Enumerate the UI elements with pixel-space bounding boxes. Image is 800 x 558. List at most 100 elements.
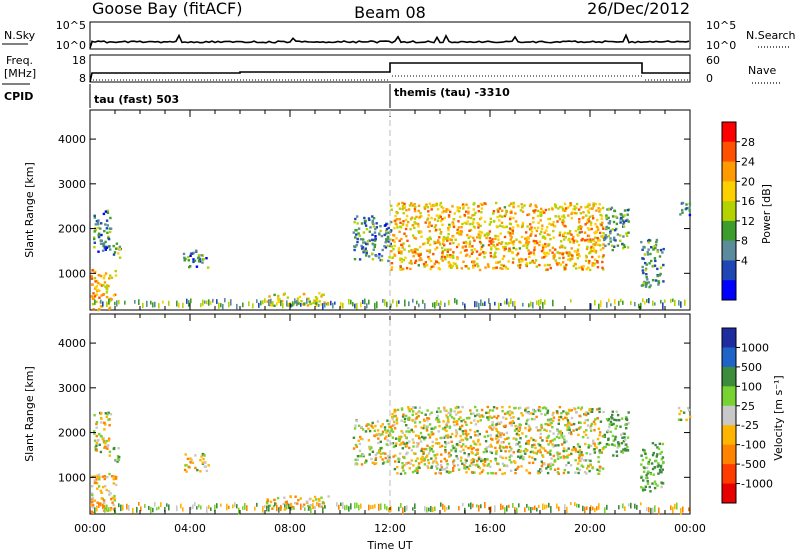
echo-cell: [530, 507, 532, 513]
echo-cell: [315, 498, 318, 501]
echo-cell: [452, 251, 455, 254]
echo-cell: [552, 236, 555, 239]
echo-cell: [661, 251, 664, 254]
echo-cell: [544, 504, 546, 510]
echo-cell: [424, 436, 427, 439]
echo-cell: [400, 243, 404, 247]
echo-cell: [148, 505, 150, 511]
echo-cell: [117, 252, 120, 255]
echo-cell: [596, 468, 599, 471]
echo-cell: [414, 418, 417, 421]
echo-cell: [607, 207, 611, 211]
echo-cell: [654, 482, 657, 486]
echo-cell: [190, 458, 193, 462]
echo-cell: [201, 261, 204, 264]
echo-cell: [480, 470, 484, 474]
echo-cell: [562, 449, 565, 453]
echo-cell: [405, 441, 409, 445]
echo-cell: [596, 218, 599, 222]
echo-cell: [464, 254, 468, 257]
echo-cell: [479, 202, 483, 206]
echo-cell: [436, 463, 439, 466]
echo-cell: [594, 222, 597, 226]
echo-cell: [444, 445, 447, 449]
echo-cell: [490, 506, 492, 513]
echo-cell: [441, 436, 444, 439]
echo-region: [390, 201, 605, 272]
echo-cell: [360, 425, 363, 429]
echo-cell: [303, 302, 306, 305]
echo-cell: [395, 237, 398, 240]
echo-cell: [446, 248, 450, 251]
echo-cell: [468, 245, 471, 248]
echo-cell: [472, 264, 475, 267]
echo-cell: [416, 471, 419, 475]
echo-cell: [570, 502, 572, 506]
echo-cell: [390, 506, 392, 512]
echo-cell: [504, 266, 508, 270]
echo-cell: [202, 458, 205, 461]
echo-cell: [543, 428, 546, 431]
echo-cell: [409, 218, 413, 221]
echo-cell: [98, 289, 101, 292]
echo-cell: [464, 445, 467, 448]
echo-cell: [594, 202, 597, 206]
echo-cell: [430, 506, 432, 512]
echo-cell: [495, 437, 498, 440]
echo-cell: [565, 440, 568, 443]
echo-cell: [540, 299, 542, 305]
echo-cell: [525, 231, 528, 234]
echo-cell: [549, 421, 552, 425]
echo-cell: [556, 503, 558, 509]
echo-cell: [413, 236, 416, 239]
echo-cell: [520, 203, 523, 206]
echo-cell: [654, 279, 658, 282]
echo-cell: [405, 235, 408, 238]
echo-cell: [315, 297, 319, 300]
echo-cell: [476, 262, 479, 266]
echo-cell: [616, 244, 620, 247]
echo-cell: [524, 426, 527, 430]
echo-cell: [478, 466, 481, 470]
echo-cell: [464, 467, 467, 470]
echo-cell: [536, 226, 540, 229]
echo-cell: [427, 239, 430, 242]
echo-cell: [478, 443, 482, 446]
echo-cell: [657, 283, 660, 286]
echo-cell: [502, 416, 505, 419]
echo-cell: [654, 246, 657, 250]
echo-cell: [389, 238, 392, 241]
echo-cell: [585, 259, 588, 263]
echo-cell: [646, 507, 648, 512]
echo-cell: [522, 455, 525, 459]
echo-cell: [515, 432, 519, 436]
echo-cell: [572, 239, 575, 242]
echo-cell: [458, 427, 461, 431]
echo-cell: [579, 227, 583, 230]
echo-cell: [482, 463, 485, 466]
echo-cell: [528, 455, 531, 458]
echo-cell: [92, 308, 95, 311]
echo-cell: [92, 297, 95, 301]
echo-cell: [468, 417, 471, 420]
echo-cell: [330, 300, 332, 306]
echo-cell: [411, 470, 415, 474]
echo-cell: [520, 225, 524, 228]
echo-cell: [601, 447, 605, 451]
echo-cell: [379, 447, 382, 450]
echo-cell: [102, 503, 104, 510]
echo-cell: [517, 258, 521, 261]
echo-cell: [548, 233, 551, 237]
echo-cell: [452, 256, 455, 259]
echo-cell: [553, 253, 556, 256]
echo-cell: [428, 436, 432, 439]
echo-cell: [507, 442, 511, 445]
echo-cell: [353, 221, 356, 224]
echo-cell: [374, 462, 378, 465]
echo-cell: [464, 249, 467, 252]
echo-cell: [563, 231, 567, 235]
echo-cell: [524, 237, 527, 240]
echo-cell: [457, 230, 460, 233]
echo-cell: [607, 242, 610, 246]
cpid-segment-2: themis (tau) -3310: [394, 86, 510, 99]
